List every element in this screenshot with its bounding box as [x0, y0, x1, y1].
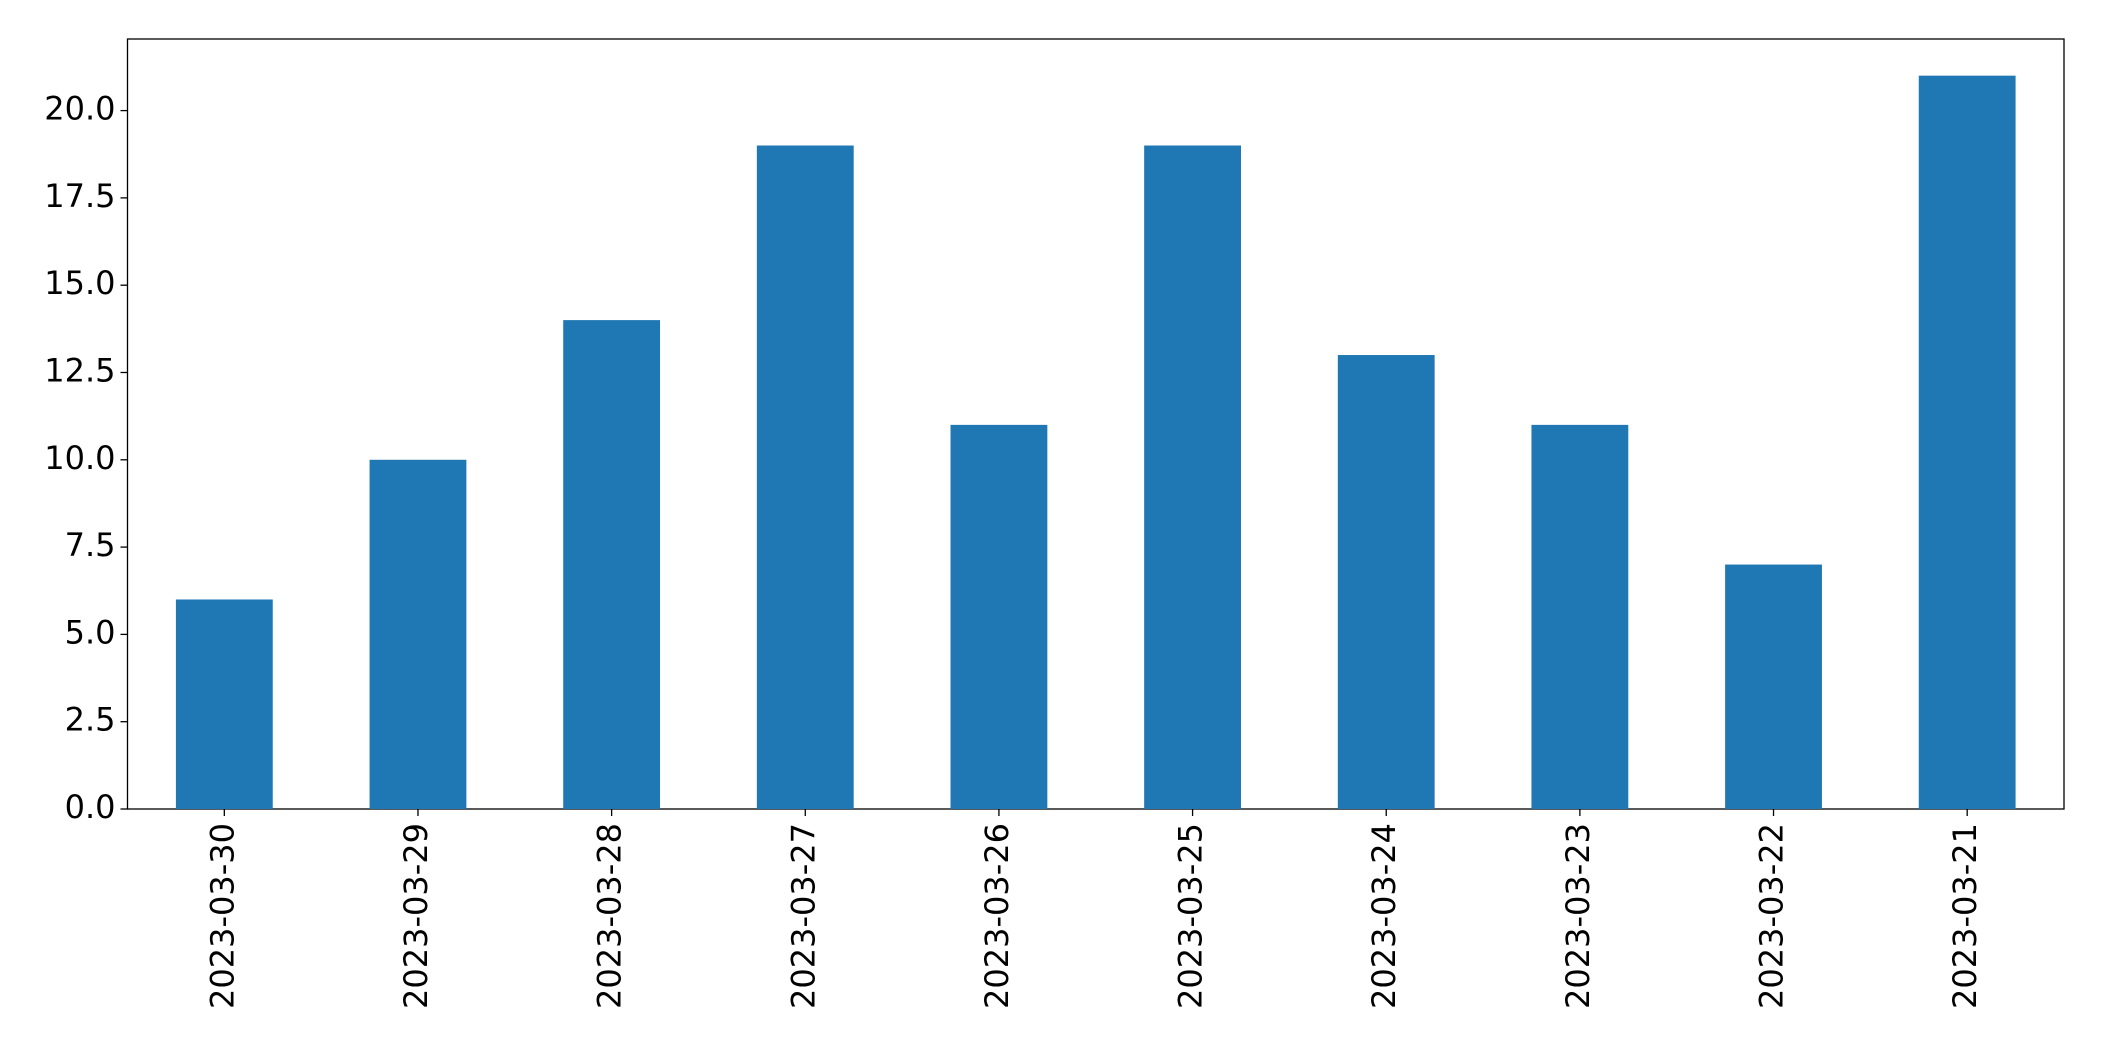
x-tick-label: 2023-03-22 [1753, 823, 1791, 1009]
y-tick-label: 5.0 [65, 613, 116, 651]
x-tick-label: 2023-03-26 [978, 823, 1016, 1009]
bar [1144, 145, 1241, 809]
plot-frame [126, 38, 2065, 810]
bar [756, 145, 854, 809]
y-tick-label: 7.5 [65, 526, 116, 564]
bar [1337, 355, 1435, 809]
bar [563, 320, 661, 809]
y-tick-label: 12.5 [44, 351, 115, 389]
bar [1725, 564, 1822, 809]
x-tick-label: 2023-03-21 [1946, 823, 1984, 1009]
bar [1531, 424, 1629, 809]
bar [950, 424, 1048, 809]
y-tick-label: 17.5 [44, 177, 115, 215]
x-tick-label: 2023-03-28 [591, 823, 629, 1009]
y-tick-label: 0.0 [65, 788, 116, 826]
x-tick-label: 2023-03-23 [1559, 823, 1597, 1009]
y-tick-label: 15.0 [44, 264, 115, 302]
x-tick-label: 2023-03-27 [784, 823, 822, 1009]
x-tick-label: 2023-03-30 [203, 823, 241, 1009]
bar [369, 459, 467, 809]
y-tick-label: 10.0 [44, 439, 115, 477]
x-tick-label: 2023-03-29 [397, 823, 435, 1009]
y-tick-label: 20.0 [44, 90, 115, 128]
y-tick-label: 2.5 [65, 701, 116, 739]
x-tick-label: 2023-03-24 [1365, 823, 1403, 1009]
bar [175, 599, 273, 809]
x-tick-label: 2023-03-25 [1172, 823, 1210, 1009]
bar [1918, 75, 2016, 809]
